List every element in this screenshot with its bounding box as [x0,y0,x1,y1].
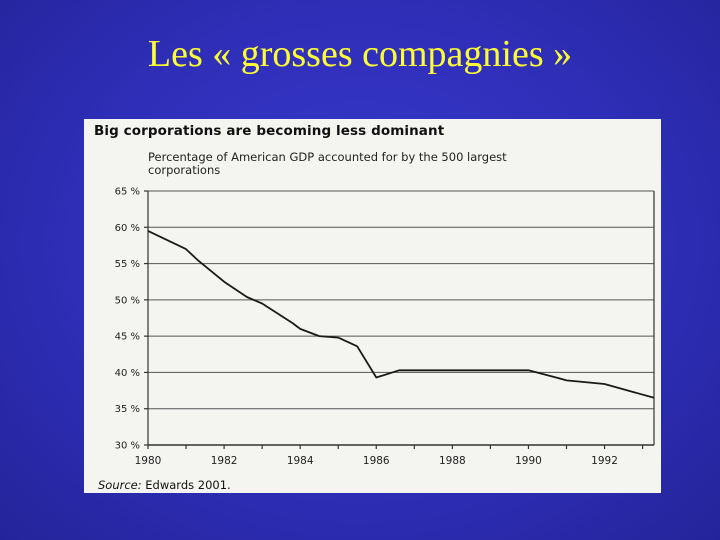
y-tick-label: 40 % [115,368,140,379]
x-tick-label: 1988 [439,455,466,467]
x-tick-label: 1982 [211,455,238,467]
y-tick-label: 35 % [115,404,140,415]
source-text: Edwards 2001. [145,478,231,492]
y-tick-label: 50 % [115,295,140,306]
y-tick-labels: 30 % 35 % 40 % 45 % 50 % 55 % 60 % 65 % [115,187,140,452]
grid-lines [148,190,654,446]
line-chart: 30 %35 %40 %45 %50 %55 %60 %65 % 1980 198… [115,187,655,467]
chart-subtitle: Percentage of American GDP accounted for… [148,150,507,177]
chart-source: Source: Edwards 2001. [98,478,231,492]
x-tick-label: 1990 [515,455,542,467]
y-tick-label: 65 % [115,187,140,198]
x-tick-label: 1980 [135,455,162,467]
x-tick-label: 1992 [591,455,618,467]
series-line [147,230,655,399]
y-tick-label: 45 % [115,332,140,343]
y-tick-label: 55 % [115,259,140,270]
y-tick-label: 60 % [115,223,140,234]
source-label: Source: [98,478,142,492]
x-tick-label: 1986 [363,455,390,467]
chart-title: Big corporations are becoming less domin… [94,123,445,139]
x-tick-label: 1984 [287,455,314,467]
x-tick-labels: 1980 1982 1984 1986 1988 1990 1992 [135,455,618,467]
slide-title: Les « grosses compagnies » [147,33,573,75]
chart-figure: Big corporations are becoming less domin… [84,119,661,493]
axes [144,190,655,449]
y-tick-label: 30 % [115,441,140,452]
series-layer [147,230,655,399]
